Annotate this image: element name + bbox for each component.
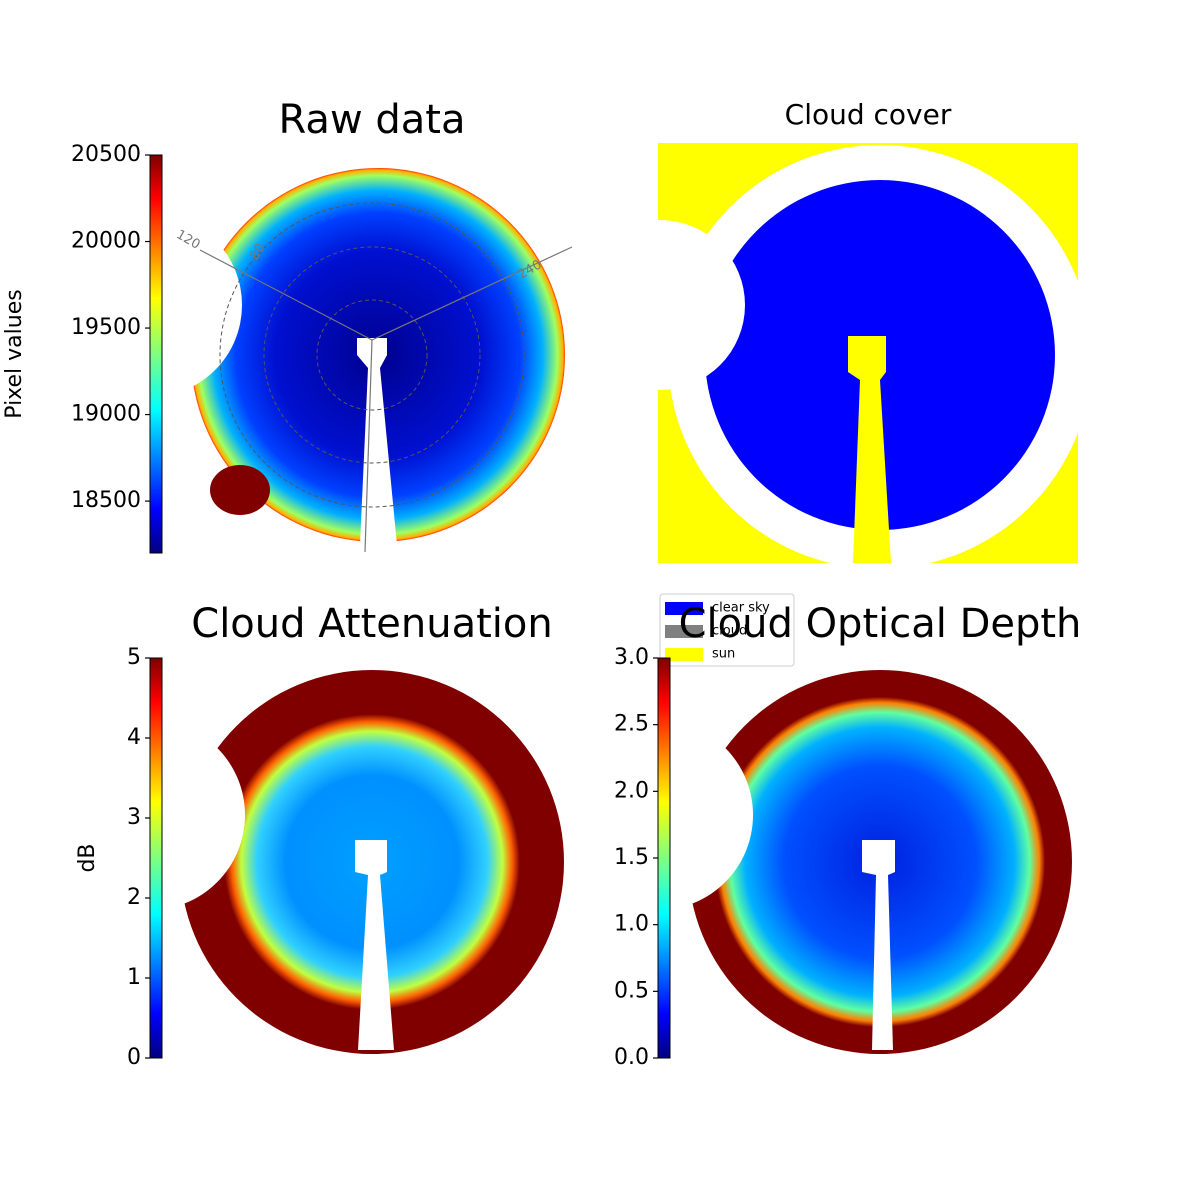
colorbar [149,657,163,1059]
colorbar-tick-label: 4 [127,725,141,750]
panel-title: Raw data [279,97,466,143]
colorbar-tick-label: 2.5 [614,712,649,737]
cloud-cover-image [575,143,1092,569]
panel-title: Cloud cover [785,98,952,131]
colorbar [657,657,671,1059]
legend-label: clear sky [712,601,770,616]
panel-title: Cloud Attenuation [191,601,552,647]
panel-title: Cloud Optical Depth [679,601,1082,647]
colorbar-tick-label: 1.5 [614,845,649,870]
colorbar-tick-label: 18500 [71,488,141,513]
colorbar-tick-label: 2 [127,885,141,910]
colorbar-tick-label: 20000 [71,229,141,254]
colorbar-tick-label: 19500 [71,315,141,340]
legend-swatch [665,648,703,661]
optical-depth-image [563,670,1072,1054]
colorbar [149,154,163,554]
colorbar-tick-label: 1.0 [614,912,649,937]
colorbar-label: Pixel values [2,289,27,418]
legend-label: sun [712,647,735,662]
colorbar-tick-label: 5 [127,645,141,670]
polar-annotation: 80 [247,241,268,263]
colorbar-tick-label: 2.0 [614,778,649,803]
colorbar-tick-label: 20500 [71,142,141,167]
raw-image [58,168,573,553]
legend-swatch [665,625,703,638]
colorbar-tick-label: 0 [127,1045,141,1070]
colorbar-tick-label: 0.5 [614,978,649,1003]
colorbar-tick-label: 19000 [71,402,141,427]
colorbar-tick-label: 3.0 [614,645,649,670]
colorbar-label: dB [75,843,100,872]
colorbar-tick-label: 3 [127,805,141,830]
legend-swatch [665,602,703,615]
colorbar-tick-label: 0.0 [614,1045,649,1070]
legend-label: cloud [712,624,747,639]
colorbar-tick-label: 1 [127,965,141,990]
